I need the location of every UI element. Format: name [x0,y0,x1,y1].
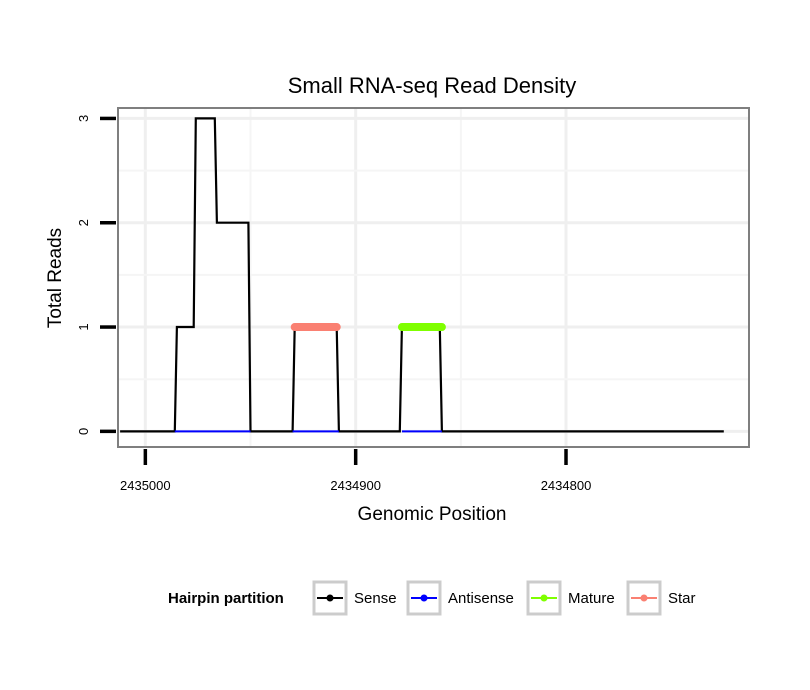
legend-key-dot-mature [540,594,548,602]
legend: Hairpin partition Sense Antisense Mature St… [168,580,696,616]
y-tick-label: 0 [76,428,91,435]
x-axis-title: Genomic Position [358,504,507,525]
legend-label-sense: Sense [354,590,397,607]
legend-key-dot-star [640,594,648,602]
axes: 2435000 2434900 2434800 0 1 2 3 [76,115,591,493]
x-tick-label: 2434900 [330,478,381,493]
x-tick-label: 2434800 [541,478,592,493]
series-layer [120,117,724,433]
plot-panel-border [117,107,750,448]
legend-label-antisense: Antisense [448,590,514,607]
chart-title: Small RNA-seq Read Density [288,73,577,98]
legend-key-dot-antisense [420,594,428,602]
y-axis-title: Total Reads [45,228,66,328]
y-tick-label: 2 [76,219,91,226]
legend-label-star: Star [668,590,696,607]
legend-label-mature: Mature [568,590,615,607]
y-tick-label: 3 [76,115,91,122]
x-tick-label: 2435000 [120,478,171,493]
grid-lines [118,108,749,447]
legend-title: Hairpin partition [168,590,284,607]
y-tick-label: 1 [76,323,91,330]
legend-key-dot-sense [326,594,334,602]
